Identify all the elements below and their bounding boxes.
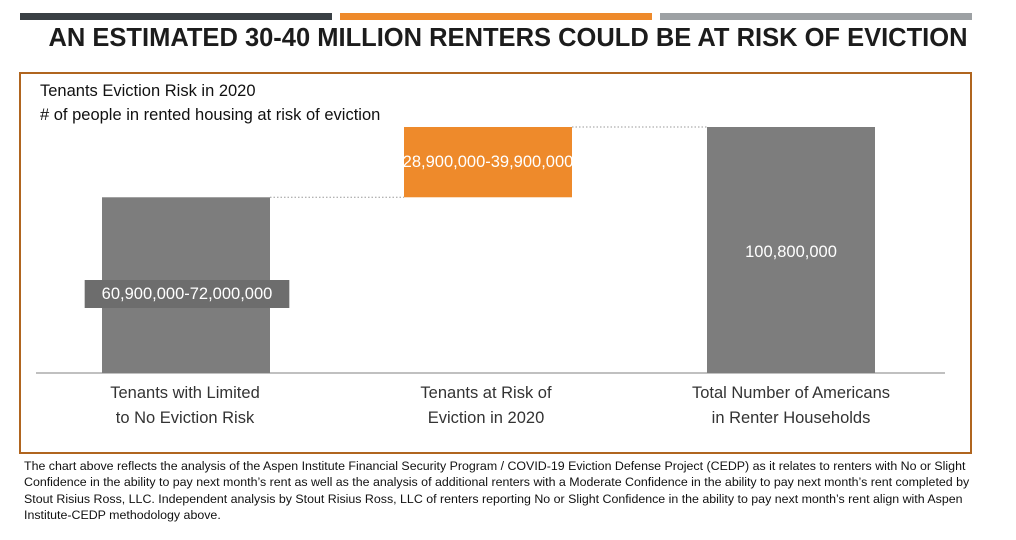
category-label-line2: to No Eviction Risk xyxy=(115,409,255,427)
bar-2 xyxy=(404,127,572,198)
top-bar-gray xyxy=(660,13,972,20)
category-label-total-renters: Total Number of Americans in Renter Hous… xyxy=(671,381,911,431)
chart-frame xyxy=(19,72,972,454)
data-label-limited-risk-bg xyxy=(84,280,290,308)
footnote: The chart above reflects the analysis of… xyxy=(24,459,970,522)
category-label-line2: Eviction in 2020 xyxy=(427,409,545,427)
data-label-total-renters: 100,800,000 xyxy=(745,243,837,261)
category-label-line1: Total Number of Americans xyxy=(691,384,891,402)
data-label-at-risk: 28,900,000-39,900,000 xyxy=(403,153,574,171)
category-label-limited-risk: Tenants with Limited to No Eviction Risk xyxy=(65,381,305,431)
data-label-limited-risk: 60,900,000-72,000,000 xyxy=(102,285,273,303)
category-label-line2: in Renter Households xyxy=(711,409,871,427)
chart-title: Tenants Eviction Risk in 2020 xyxy=(40,82,256,100)
category-label-line1: Tenants with Limited xyxy=(110,384,260,402)
bar-3 xyxy=(707,127,875,373)
chart-subtitle: # of people in rented housing at risk of… xyxy=(40,106,381,124)
category-label-line1: Tenants at Risk of xyxy=(420,384,552,402)
headline: AN ESTIMATED 30-40 MILLION RENTERS COULD… xyxy=(48,24,968,52)
top-bar-dark xyxy=(20,13,332,20)
category-label-at-risk: Tenants at Risk of Eviction in 2020 xyxy=(366,381,606,431)
top-bar-orange xyxy=(340,13,652,20)
